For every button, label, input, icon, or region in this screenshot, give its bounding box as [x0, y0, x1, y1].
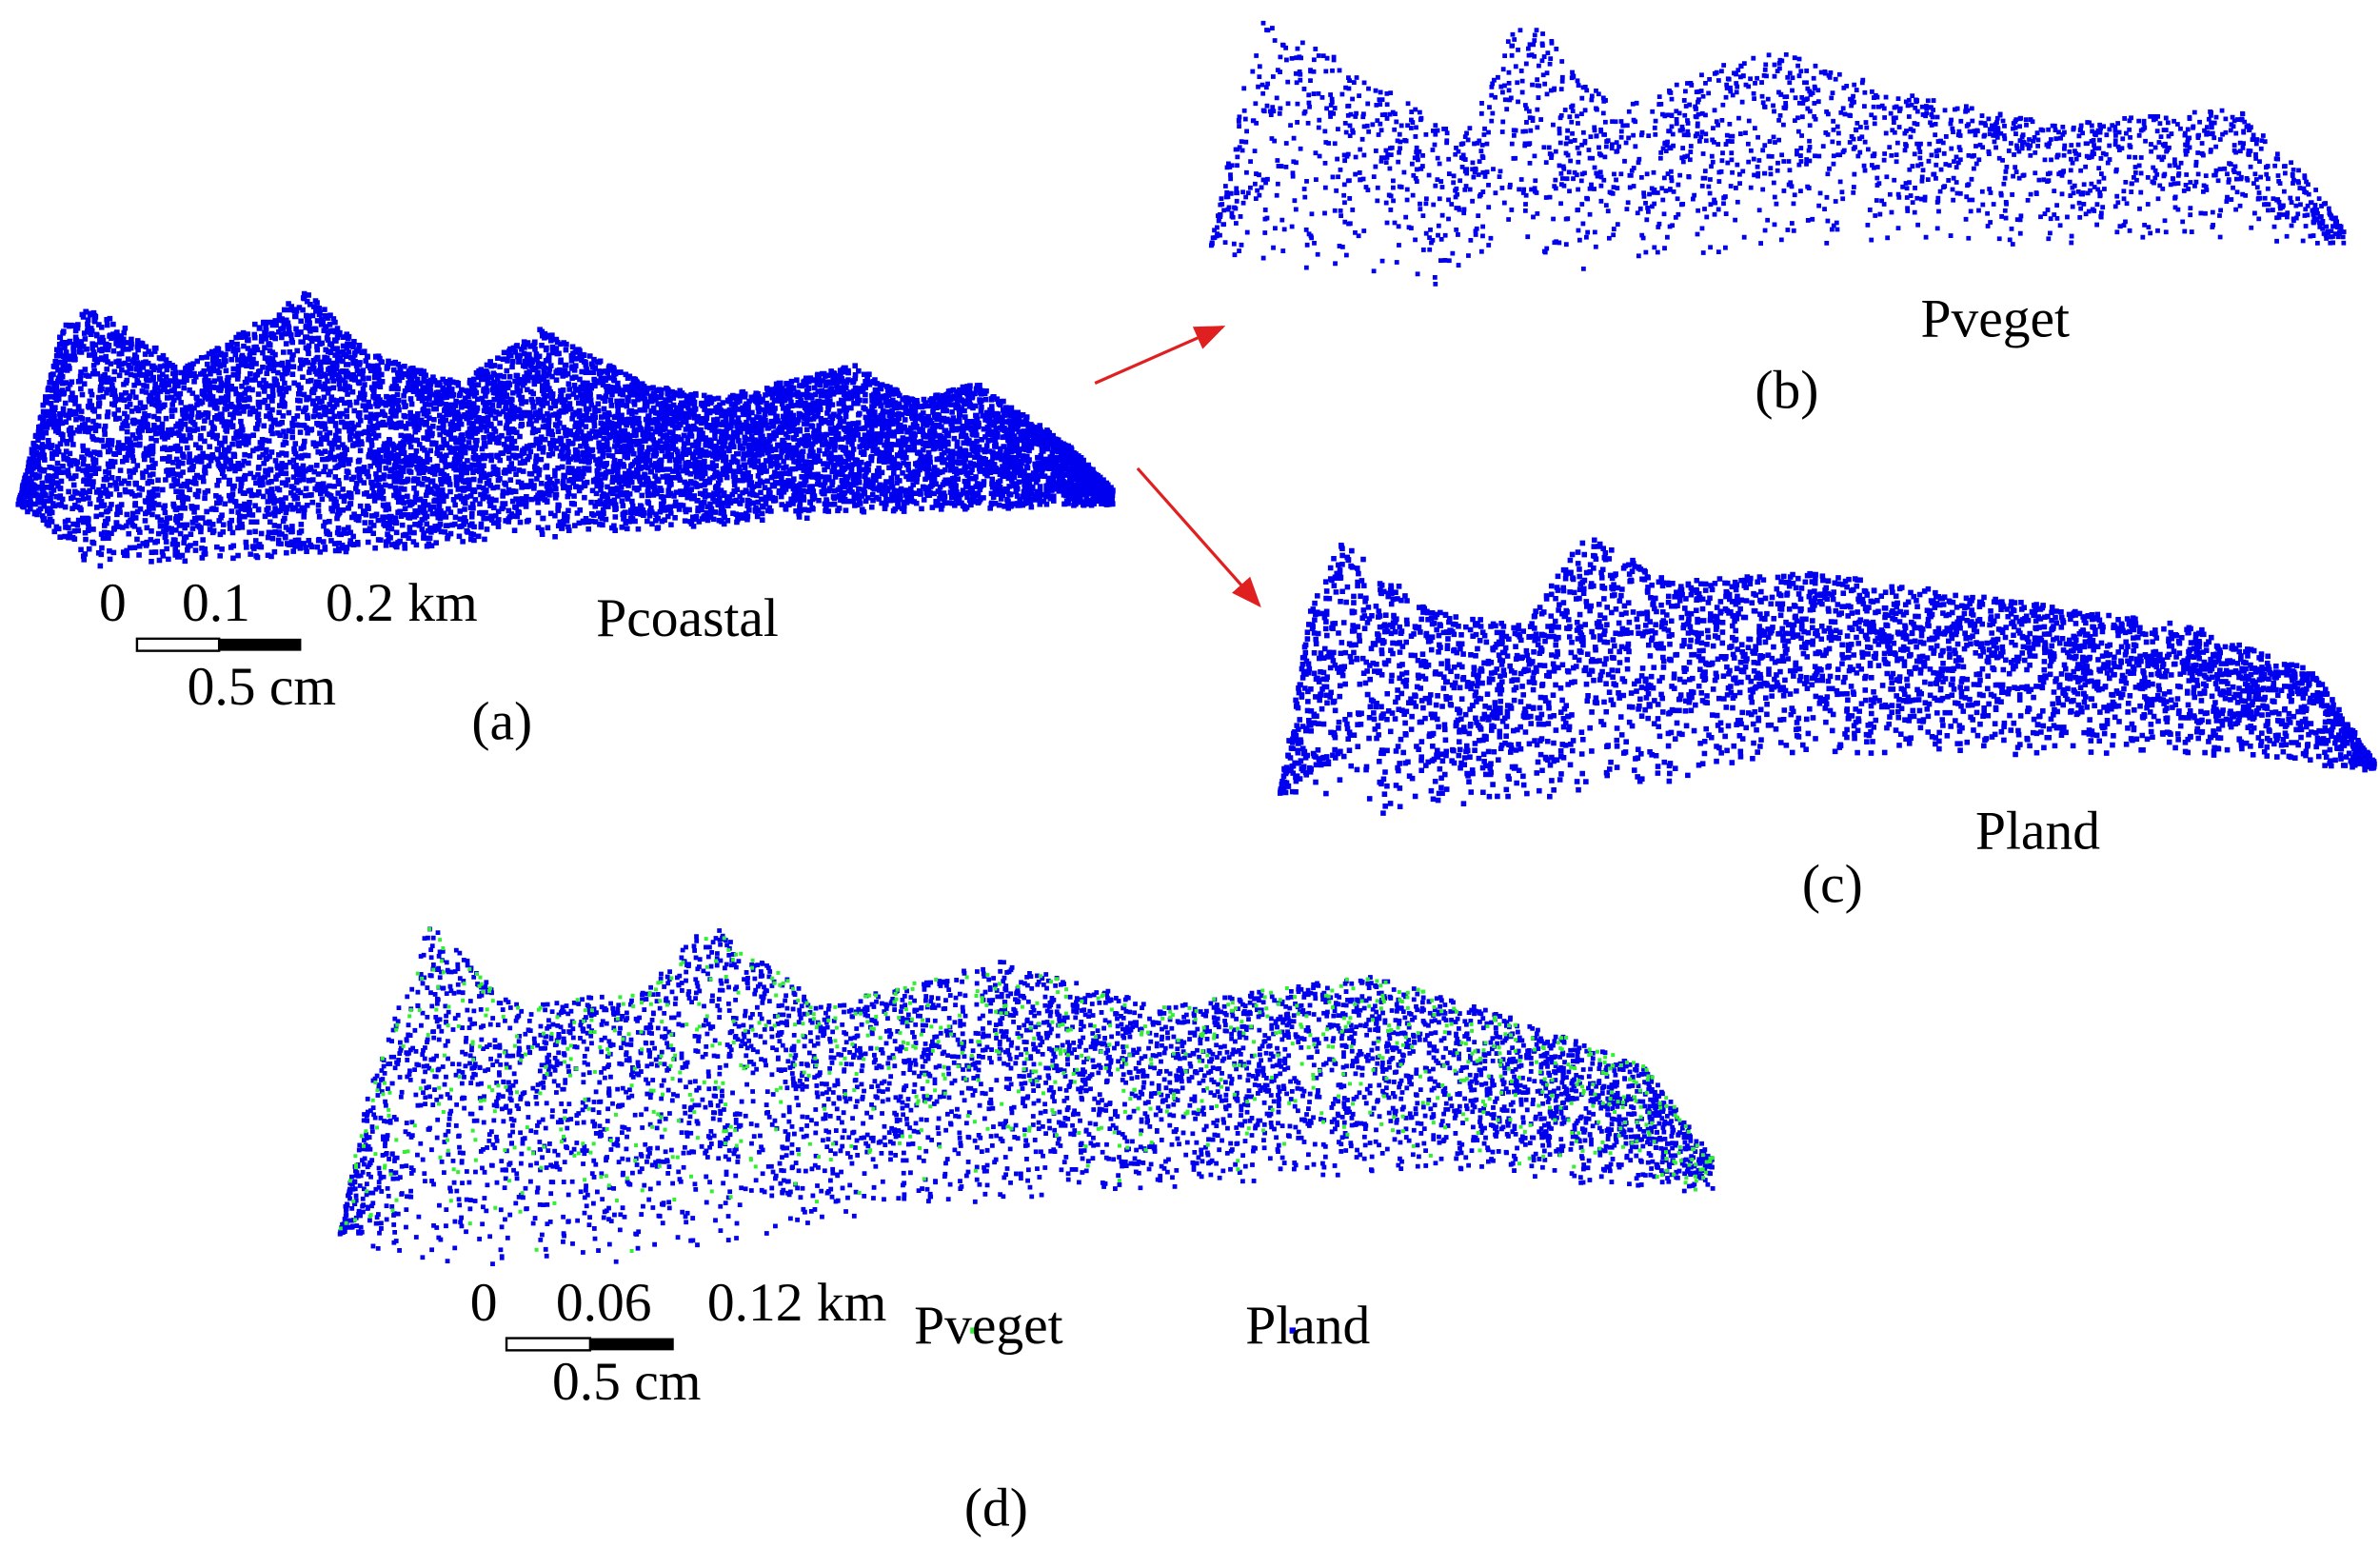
panel-caption: Pland — [1975, 802, 2100, 862]
scale-tick: 0 — [470, 1273, 498, 1333]
scale-tick: 0.2 km — [326, 573, 478, 633]
scale-length: 0.5 cm — [188, 657, 336, 717]
panel-label: (b) — [1755, 360, 1818, 420]
panel-label: (d) — [964, 1478, 1028, 1538]
arrow — [1094, 325, 1226, 385]
legend-swatch — [1289, 1327, 1297, 1334]
scale-tick: 0.1 — [182, 573, 250, 633]
arrow — [1136, 466, 1261, 608]
scale-length: 0.5 cm — [552, 1352, 702, 1412]
scale-tick: 0.12 km — [707, 1273, 886, 1333]
arrows — [1094, 325, 1261, 608]
panel-caption: Pveget — [1920, 288, 2070, 348]
scale-tick: 0.06 — [556, 1273, 652, 1333]
point-cloud — [1278, 537, 2377, 816]
scale-tick: 0 — [99, 573, 127, 633]
panel-caption: Pcoastal — [596, 588, 779, 648]
point-cloud — [1208, 20, 2347, 287]
scale-bar — [589, 1338, 674, 1351]
scale-bar — [135, 637, 221, 652]
legend-label: Pland — [1245, 1296, 1370, 1356]
legend: Pveget Pland — [914, 1296, 1370, 1356]
point-cloud — [15, 290, 1116, 569]
scale-bar — [505, 1337, 592, 1352]
legend-swatch — [970, 1327, 977, 1334]
panel-label: (c) — [1802, 855, 1863, 915]
panel-label: (a) — [471, 692, 532, 752]
point-cloud — [337, 926, 1716, 1267]
legend-label: Pveget — [914, 1296, 1063, 1356]
point-clouds — [15, 20, 2377, 1267]
scale-bar — [219, 638, 302, 651]
